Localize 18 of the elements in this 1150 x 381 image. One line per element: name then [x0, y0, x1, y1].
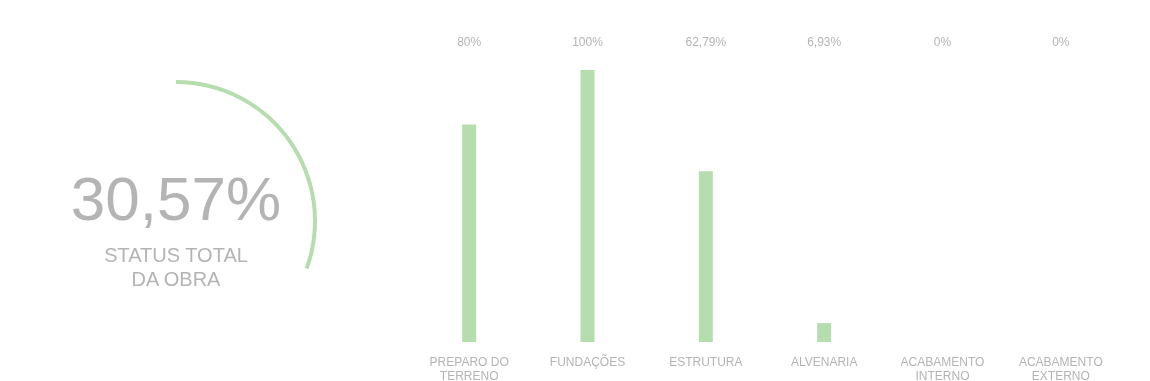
data-label: 0% [933, 35, 952, 49]
bar [698, 171, 713, 342]
x-tick-label: ACABAMENTO EXTERNO [1018, 354, 1103, 381]
text: STATUS TOTAL DA OBRA [104, 244, 248, 290]
bar [462, 124, 477, 342]
bar [580, 70, 595, 342]
data-label: 62,79% [685, 35, 727, 49]
x-tick-label: ALVENARIA [790, 354, 858, 369]
data-label: 30,57% [70, 164, 282, 233]
x-tick-label: FUNDAÇÕES [549, 353, 626, 369]
x-tick-label: ESTRUTURA [669, 354, 743, 369]
x-tick-label: PREPARO DO TERRENO [429, 354, 509, 381]
data-label: 100% [572, 35, 604, 49]
data-label: 0% [1052, 35, 1070, 49]
data-label: 6,93% [807, 35, 842, 49]
x-tick-label: ACABAMENTO INTERNO [900, 354, 985, 381]
data-label: 80% [457, 35, 482, 49]
bar [817, 323, 832, 342]
